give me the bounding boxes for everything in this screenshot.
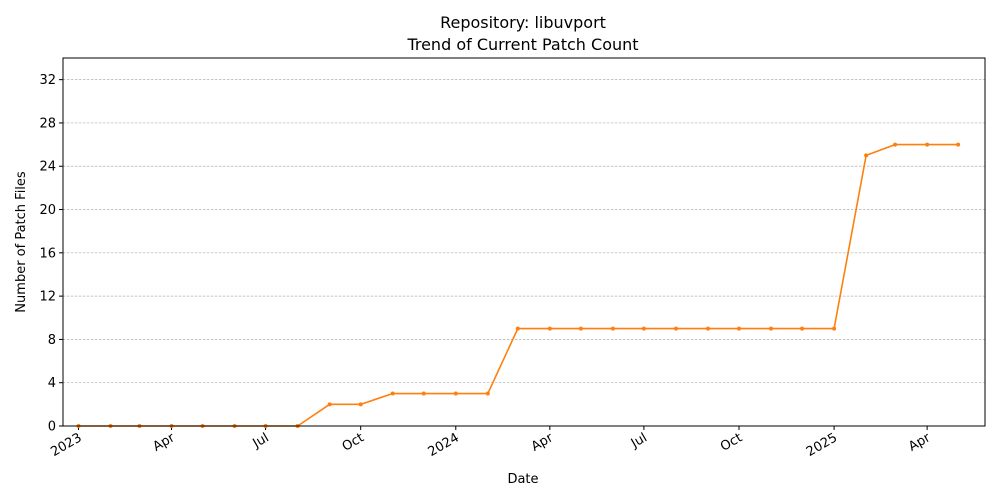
x-tick-label: Apr [906, 430, 934, 455]
y-tick-label: 16 [39, 246, 56, 261]
chart-title: Repository: libuvport [440, 13, 606, 32]
data-point [641, 326, 646, 331]
x-tick-label: Jul [628, 430, 650, 451]
data-point [832, 326, 837, 331]
data-point [453, 391, 458, 396]
data-point [485, 391, 490, 396]
data-point [515, 326, 520, 331]
data-point [864, 153, 869, 158]
data-point [390, 391, 395, 396]
data-point [547, 326, 552, 331]
series-layer [76, 142, 961, 428]
data-point [800, 326, 805, 331]
data-point [327, 402, 332, 407]
y-tick-label: 0 [48, 420, 56, 435]
x-axis-label: Date [507, 472, 538, 487]
data-point [925, 142, 930, 147]
y-tick-label: 32 [39, 73, 56, 88]
data-point [610, 326, 615, 331]
data-point [421, 391, 426, 396]
series-line [78, 143, 959, 427]
y-gridlines [63, 79, 985, 427]
x-tick-label: Oct [718, 430, 745, 454]
y-tick-label: 24 [39, 160, 56, 175]
data-point [705, 326, 710, 331]
x-axis-ticks: 2023 Apr Jul Oct 2024 Apr Jul Oct 2025 Apr [48, 426, 934, 460]
data-point [956, 142, 961, 147]
x-tick-label: Apr [151, 430, 179, 455]
y-tick-label: 8 [48, 333, 56, 348]
y-tick-label: 20 [39, 203, 56, 218]
y-axis-label: Number of Patch Files [14, 171, 29, 313]
x-tick-label: 2025 [804, 430, 840, 460]
x-tick-label: Oct [340, 430, 367, 454]
x-tick-label: 2024 [426, 430, 462, 460]
chart-subtitle: Trend of Current Patch Count [406, 35, 638, 54]
data-point [578, 326, 583, 331]
data-point [358, 402, 363, 407]
data-point [893, 142, 898, 147]
y-tick-label: 4 [48, 376, 56, 391]
plot-area-frame [62, 57, 986, 427]
x-tick-label: Jul [250, 430, 272, 451]
y-axis-ticks: 0 4 8 12 16 20 24 28 32 [39, 73, 63, 435]
data-point [736, 326, 741, 331]
data-point [769, 326, 774, 331]
data-point [673, 326, 678, 331]
x-tick-label: Apr [529, 430, 557, 455]
y-tick-label: 12 [39, 290, 56, 305]
x-tick-label: 2023 [48, 430, 84, 460]
y-tick-label: 28 [39, 116, 56, 131]
